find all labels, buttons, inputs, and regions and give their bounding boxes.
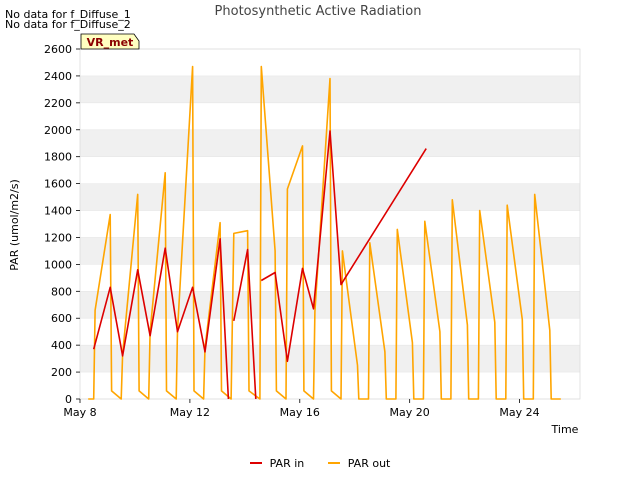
vr-met-badge: VR_met [80,33,140,50]
no-data-note-2: No data for f_Diffuse_2 [5,18,131,31]
series-line-par-out [88,65,561,400]
legend-swatch-par-in [249,462,262,464]
grid-band [80,345,580,373]
x-tick-label: May 24 [499,406,539,419]
badge-shape [80,33,140,50]
legend-item-par-in: PAR in [249,456,305,470]
x-axis: May 8 May 12 May 16 May 20 May 24 [63,399,540,419]
legend-item-par-out: PAR out [327,456,391,470]
plot-frame [79,48,581,400]
legend-swatch-par-out [327,462,340,464]
series-line-par-in [260,130,427,363]
y-axis-label: PAR (umol/m2/s) [8,179,21,271]
y-tick-label: 1400 [44,205,72,218]
legend: PAR in PAR out [0,454,640,470]
x-tick-label: May 12 [170,406,210,419]
x-tick-label: May 8 [63,406,96,419]
series-layer [88,65,561,400]
x-axis-label: Time [551,423,579,436]
y-tick-label: 1600 [44,178,72,191]
y-tick-label: 0 [65,393,72,406]
series-line-par-in [233,248,257,400]
y-axis: 0 200 400 600 800 1000 1200 1400 1600 1800 2000 220… [44,43,80,406]
y-tick-label: 200 [51,366,72,379]
y-tick-label: 2600 [44,43,72,56]
y-tick-label: 2400 [44,70,72,83]
y-tick-label: 800 [51,285,72,298]
y-tick-label: 2000 [44,124,72,137]
no-data-note-1: No data for f_Diffuse_1 [5,8,131,21]
y-tick-label: 600 [51,312,72,325]
legend-label-par-in: PAR in [269,456,305,470]
legend-label-par-out: PAR out [347,456,391,470]
y-tick-label: 1200 [44,231,72,244]
grid-band [80,291,580,319]
badge-label: VR_met [87,36,134,49]
chart-title: Photosynthetic Active Radiation [215,4,422,19]
y-tick-label: 1000 [44,258,72,271]
series-line-par-in [92,238,230,400]
y-tick-label: 400 [51,339,72,352]
x-tick-label: May 16 [280,406,320,419]
x-tick-label: May 20 [390,406,430,419]
y-tick-label: 1800 [44,151,72,164]
y-tick-label: 2200 [44,97,72,110]
